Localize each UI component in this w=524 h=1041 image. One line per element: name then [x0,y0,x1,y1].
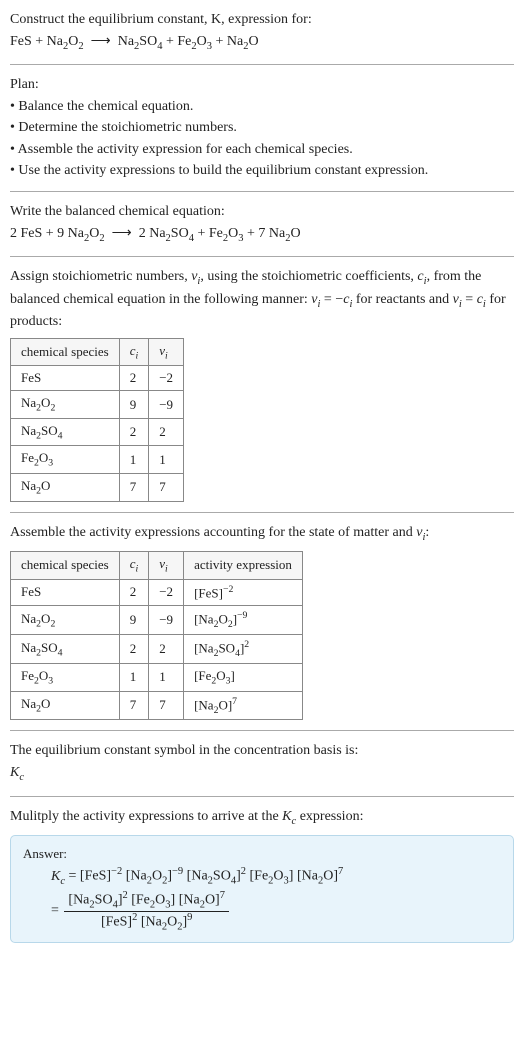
balanced-title: Write the balanced chemical equation: [10,202,514,222]
divider [10,64,514,65]
answer-fraction: [Na2SO4]2 [Fe2O3] [Na2O]7 [FeS]2 [Na2O2]… [64,890,229,932]
table-row: Fe2O311 [11,446,184,474]
answer-label: Answer: [23,846,501,862]
cell-c: 2 [119,418,149,446]
stoich-table: chemical species ci νi FeS2−2 Na2O29−9 N… [10,338,184,502]
answer-row1: Kc = [FeS]−2 [Na2O2]−9 [Na2SO4]2 [Fe2O3]… [51,866,501,886]
activity-table: chemical species ci νi activity expressi… [10,551,303,720]
cell-activity: [FeS]−2 [184,579,303,605]
multiply-line: Mulitply the activity expressions to arr… [10,807,514,829]
cell-species: Na2O2 [11,391,120,419]
cell-activity: [Fe2O3] [184,663,303,691]
cell-v: −9 [149,606,184,635]
cell-species: Na2SO4 [11,634,120,663]
table-row: Na2O29−9[Na2O2]−9 [11,606,303,635]
table-header-row: chemical species ci νi activity expressi… [11,552,303,580]
table-row: FeS2−2[FeS]−2 [11,579,303,605]
activity-intro: Assemble the activity expressions accoun… [10,523,514,545]
activity-section: Assemble the activity expressions accoun… [10,523,514,721]
cell-v: 2 [149,418,184,446]
cell-v: 1 [149,446,184,474]
cell-v: −9 [149,391,184,419]
table-row: FeS2−2 [11,366,184,391]
plan-title: Plan: [10,75,514,95]
divider [10,512,514,513]
multiply-section: Mulitply the activity expressions to arr… [10,807,514,829]
plan-bullet: • Assemble the activity expression for e… [10,140,514,160]
table-row: Fe2O311[Fe2O3] [11,663,303,691]
cell-species: Na2O [11,474,120,502]
plan-bullet: • Determine the stoichiometric numbers. [10,118,514,138]
table-row: Na2O77 [11,474,184,502]
cell-species: Fe2O3 [11,446,120,474]
cell-species: Na2O [11,691,120,720]
cell-c: 9 [119,391,149,419]
col-activity: activity expression [184,552,303,580]
divider [10,796,514,797]
table-header-row: chemical species ci νi [11,338,184,366]
stoich-section: Assign stoichiometric numbers, νi, using… [10,267,514,502]
col-species: chemical species [11,338,120,366]
cell-c: 2 [119,579,149,605]
intro-section: Construct the equilibrium constant, K, e… [10,10,514,54]
answer-box: Answer: Kc = [FeS]−2 [Na2O2]−9 [Na2SO4]2… [10,835,514,943]
cell-c: 2 [119,366,149,391]
cell-activity: [Na2O]7 [184,691,303,720]
balanced-section: Write the balanced chemical equation: 2 … [10,202,514,246]
cell-species: Na2O2 [11,606,120,635]
cell-c: 2 [119,634,149,663]
cell-species: Fe2O3 [11,663,120,691]
table-row: Na2O29−9 [11,391,184,419]
kc-symbol-line2: Kc [10,763,514,785]
cell-c: 7 [119,691,149,720]
cell-v: 1 [149,663,184,691]
plan-bullet: • Balance the chemical equation. [10,97,514,117]
cell-c: 7 [119,474,149,502]
kc-symbol-line1: The equilibrium constant symbol in the c… [10,741,514,761]
cell-species: Na2SO4 [11,418,120,446]
cell-v: 7 [149,691,184,720]
table-row: Na2O77[Na2O]7 [11,691,303,720]
cell-v: −2 [149,579,184,605]
intro-line: Construct the equilibrium constant, K, e… [10,10,514,30]
divider [10,191,514,192]
kc-symbol-section: The equilibrium constant symbol in the c… [10,741,514,785]
stoich-intro: Assign stoichiometric numbers, νi, using… [10,267,514,332]
cell-species: FeS [11,579,120,605]
col-vi: νi [149,338,184,366]
col-vi: νi [149,552,184,580]
intro-equation: FeS + Na2O2 ⟶ Na2SO4 + Fe2O3 + Na2O [10,32,514,54]
cell-v: −2 [149,366,184,391]
table-row: Na2SO422 [11,418,184,446]
cell-c: 1 [119,663,149,691]
cell-species: FeS [11,366,120,391]
table-row: Na2SO422[Na2SO4]2 [11,634,303,663]
divider [10,730,514,731]
equals-sign: = [51,904,62,919]
balanced-equation: 2 FeS + 9 Na2O2 ⟶ 2 Na2SO4 + Fe2O3 + 7 N… [10,224,514,246]
cell-v: 2 [149,634,184,663]
plan-section: Plan: • Balance the chemical equation. •… [10,75,514,181]
answer-numerator: [Na2SO4]2 [Fe2O3] [Na2O]7 [64,890,229,911]
cell-activity: [Na2O2]−9 [184,606,303,635]
cell-v: 7 [149,474,184,502]
divider [10,256,514,257]
answer-denominator: [FeS]2 [Na2O2]9 [64,912,229,932]
cell-activity: [Na2SO4]2 [184,634,303,663]
answer-body: Kc = [FeS]−2 [Na2O2]−9 [Na2SO4]2 [Fe2O3]… [23,866,501,932]
cell-c: 1 [119,446,149,474]
answer-row2: = [Na2SO4]2 [Fe2O3] [Na2O]7 [FeS]2 [Na2O… [51,890,501,932]
col-ci: ci [119,552,149,580]
plan-bullet: • Use the activity expressions to build … [10,161,514,181]
col-ci: ci [119,338,149,366]
cell-c: 9 [119,606,149,635]
col-species: chemical species [11,552,120,580]
